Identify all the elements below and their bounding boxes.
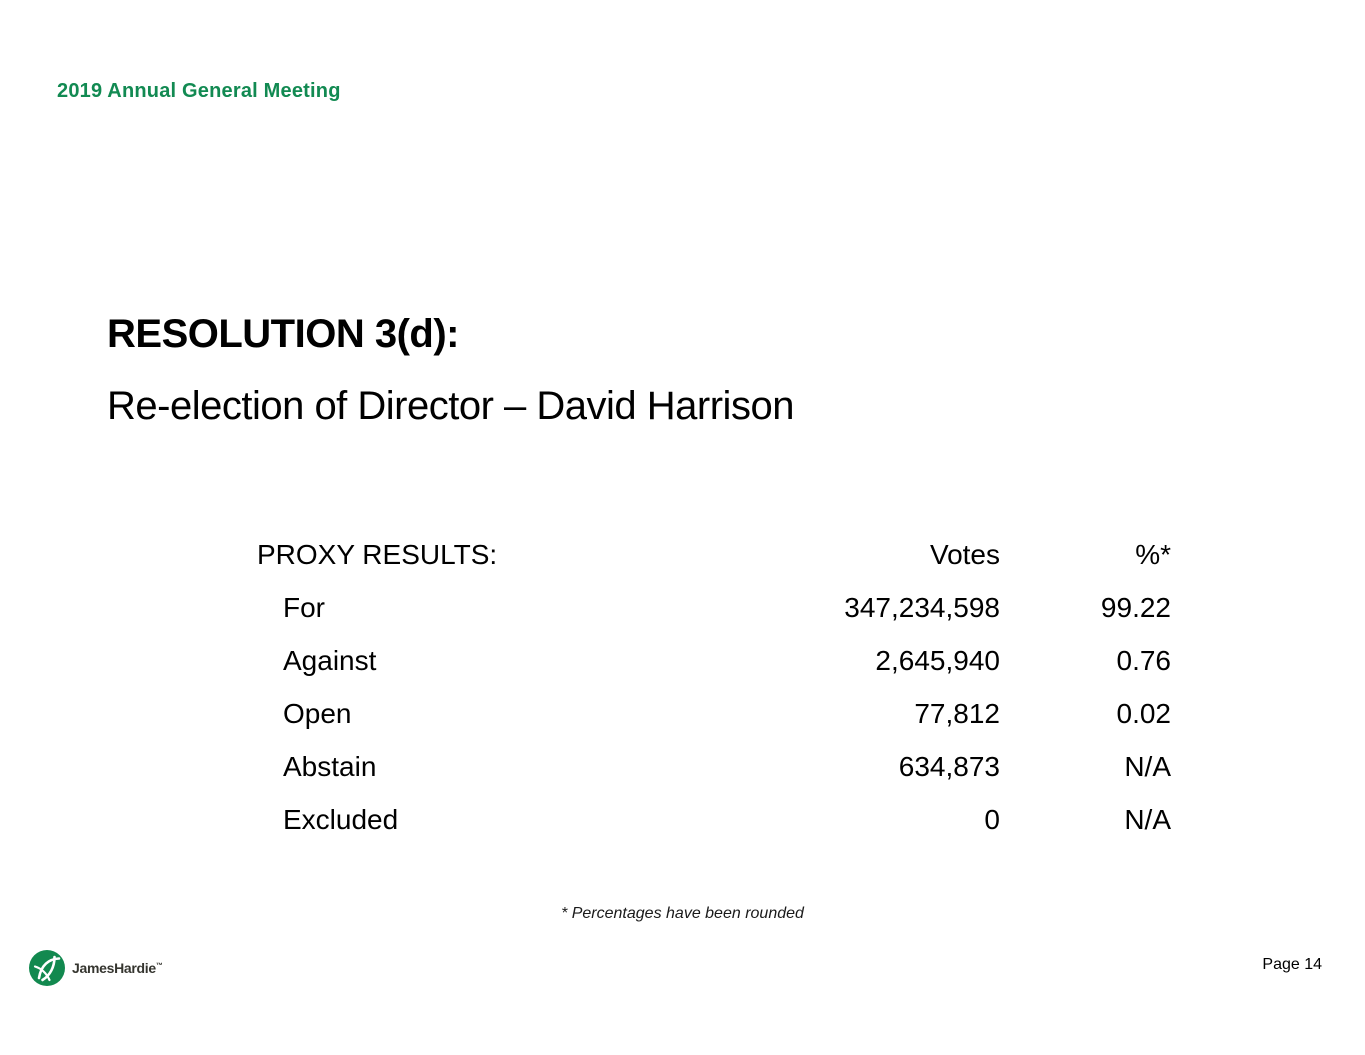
- row-votes: 634,873: [898, 751, 1000, 782]
- james-hardie-logo: JamesHardie™: [28, 949, 163, 987]
- table-row-abstain: Abstain 634,873 N/A: [257, 740, 1171, 793]
- table-row-excluded: Excluded 0 N/A: [257, 793, 1171, 846]
- table-header-row: PROXY RESULTS: Votes %*: [257, 533, 1171, 581]
- row-votes: 2,645,940: [875, 645, 1000, 676]
- resolution-title: RESOLUTION 3(d):: [107, 312, 459, 356]
- james-hardie-circle-logo-icon: [28, 949, 66, 987]
- row-percent: N/A: [1124, 751, 1171, 782]
- row-percent: 0.02: [1116, 698, 1172, 729]
- row-votes: 0: [984, 804, 1000, 835]
- column-header-percent: %*: [1135, 539, 1171, 570]
- page-number: Page 14: [1262, 956, 1322, 973]
- column-header-proxy-results: PROXY RESULTS:: [257, 539, 498, 570]
- proxy-results-table: PROXY RESULTS: Votes %* For 347,234,598 …: [257, 533, 1171, 846]
- title-block: RESOLUTION 3(d): Re-election of Director…: [107, 310, 794, 430]
- logo-brand-word: JamesHardie: [72, 960, 156, 976]
- row-label: Abstain: [283, 751, 377, 782]
- row-percent: N/A: [1124, 804, 1171, 835]
- table-row-open: Open 77,812 0.02: [257, 687, 1171, 740]
- row-percent: 0.76: [1116, 645, 1172, 676]
- row-label: Open: [283, 698, 352, 729]
- table-row-against: Against 2,645,940 0.76: [257, 634, 1171, 687]
- percentages-footnote: * Percentages have been rounded: [561, 905, 804, 922]
- row-label: For: [283, 592, 325, 623]
- row-label: Against: [283, 645, 377, 676]
- row-percent: 99.22: [1100, 592, 1171, 623]
- column-header-votes: Votes: [929, 539, 1000, 570]
- logo-trademark: ™: [155, 962, 163, 970]
- resolution-subtitle: Re-election of Director – David Harrison: [107, 384, 794, 428]
- logo-brand-text: JamesHardie™: [72, 960, 163, 976]
- row-label: Excluded: [283, 804, 399, 835]
- table-row-for: For 347,234,598 99.22: [257, 581, 1171, 634]
- row-votes: 77,812: [914, 698, 1000, 729]
- slide-header: 2019 Annual General Meeting: [57, 80, 341, 102]
- row-votes: 347,234,598: [844, 592, 1000, 623]
